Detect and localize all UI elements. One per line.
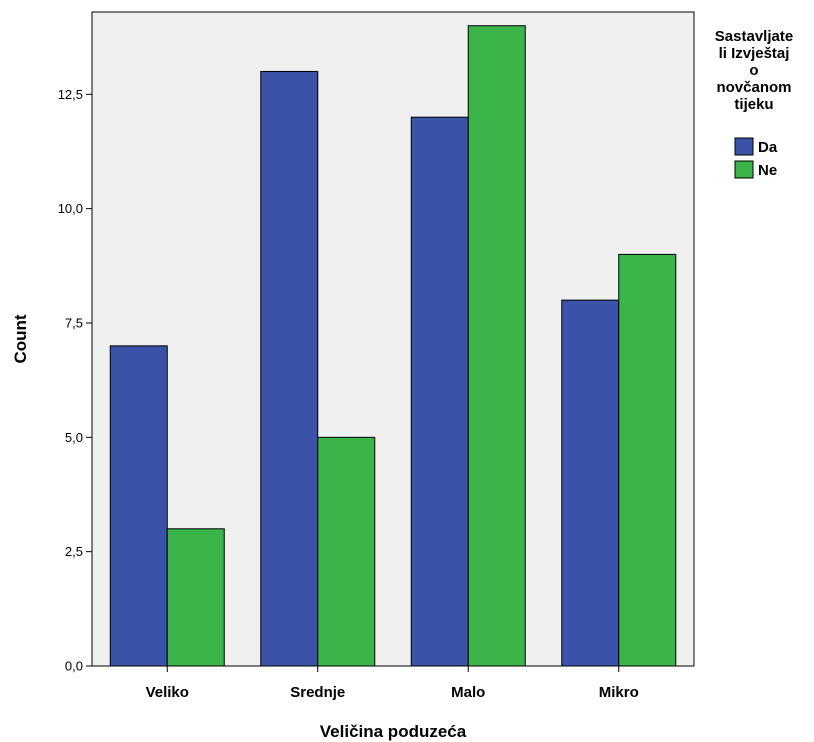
bar-veliko-da [109, 345, 168, 667]
bars-group [109, 25, 677, 667]
x-axis: Veliko Srednje Malo Mikro [146, 666, 639, 701]
x-tick-label: Mikro [599, 684, 639, 701]
bar-srednje-da [260, 70, 319, 667]
bar-veliko-ne [166, 528, 225, 667]
legend-title-line: novčanom [716, 79, 791, 96]
legend-swatch-ne [734, 160, 754, 179]
legend-label-da: Da [758, 139, 778, 156]
y-tick-label: 7,5 [65, 315, 83, 330]
legend-swatch-da [734, 137, 754, 156]
bar-mikro-da [561, 299, 620, 667]
bar-srednje-ne [317, 436, 376, 667]
bar-malo-ne [467, 25, 526, 667]
legend-label-ne: Ne [758, 162, 777, 179]
x-tick-label: Veliko [146, 684, 189, 701]
y-tick-label: 10,0 [58, 201, 83, 216]
x-tick-label: Malo [451, 684, 485, 701]
x-axis-title: Veličina poduzeća [320, 722, 467, 741]
y-tick-label: 5,0 [65, 430, 83, 445]
legend-title-line: o [749, 62, 758, 79]
y-tick-label: 2,5 [65, 544, 83, 559]
legend-title-line: li Izvještaj [719, 45, 790, 62]
y-tick-label: 0,0 [65, 659, 83, 674]
bar-malo-da [410, 116, 469, 667]
y-tick-label: 12,5 [58, 87, 83, 102]
x-tick-label: Srednje [290, 684, 345, 701]
bar-mikro-ne [618, 253, 677, 667]
legend-title-line: Sastavljate [715, 28, 793, 45]
y-axis: 0,0 2,5 5,0 7,5 10,0 12,5 [58, 87, 92, 674]
legend-title-line: tijeku [734, 96, 773, 113]
y-axis-title: Count [11, 314, 30, 363]
